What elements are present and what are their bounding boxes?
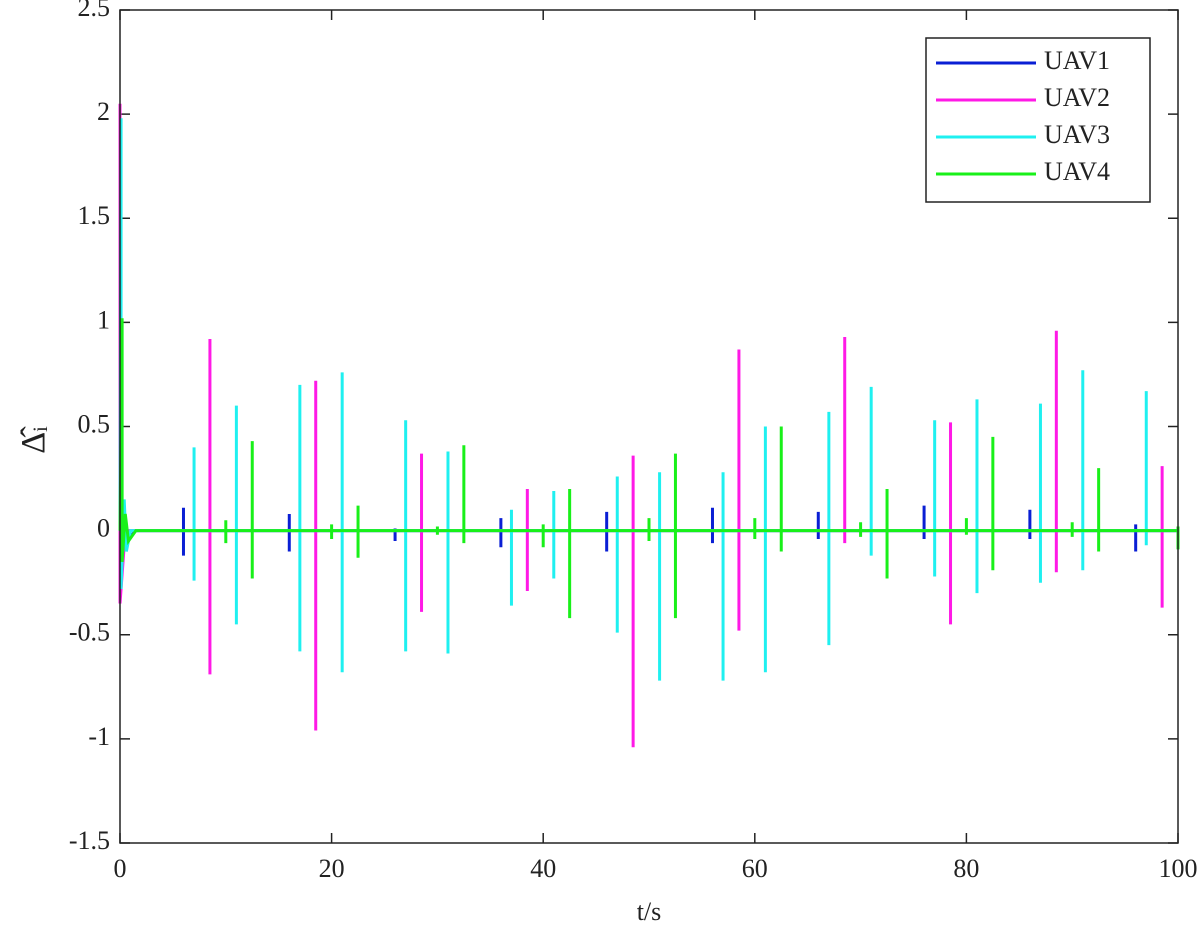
x-tick-label: 100 <box>1159 854 1198 883</box>
plot-frame <box>119 9 1179 844</box>
x-tick-label: 80 <box>953 854 979 883</box>
legend-label: UAV3 <box>1044 120 1110 149</box>
y-tick-label: 1 <box>97 305 110 334</box>
legend: UAV1 UAV2 UAV3 UAV4 <box>925 37 1151 203</box>
y-tick-label: 0 <box>97 514 110 543</box>
y-tick-label: 2 <box>97 97 110 126</box>
y-axis-label: Δ̂ᵢ <box>15 426 52 454</box>
x-tick-label: 40 <box>530 854 556 883</box>
y-tick-label: -0.5 <box>69 618 110 647</box>
x-tick-label: 20 <box>319 854 345 883</box>
x-tick-label: 0 <box>114 854 127 883</box>
y-tick-label: 0.5 <box>78 409 111 438</box>
y-tick-label: -1 <box>88 722 110 751</box>
x-tick-label: 60 <box>742 854 768 883</box>
y-tick-label: -1.5 <box>69 826 110 855</box>
legend-label: UAV2 <box>1044 83 1110 112</box>
x-axis-label: t/s <box>637 897 662 926</box>
y-tick-label: 2.5 <box>78 0 111 22</box>
y-tick-label: 1.5 <box>78 201 111 230</box>
series-line <box>118 318 1180 619</box>
legend-label: UAV1 <box>1044 46 1110 75</box>
legend-label: UAV4 <box>1044 157 1110 186</box>
